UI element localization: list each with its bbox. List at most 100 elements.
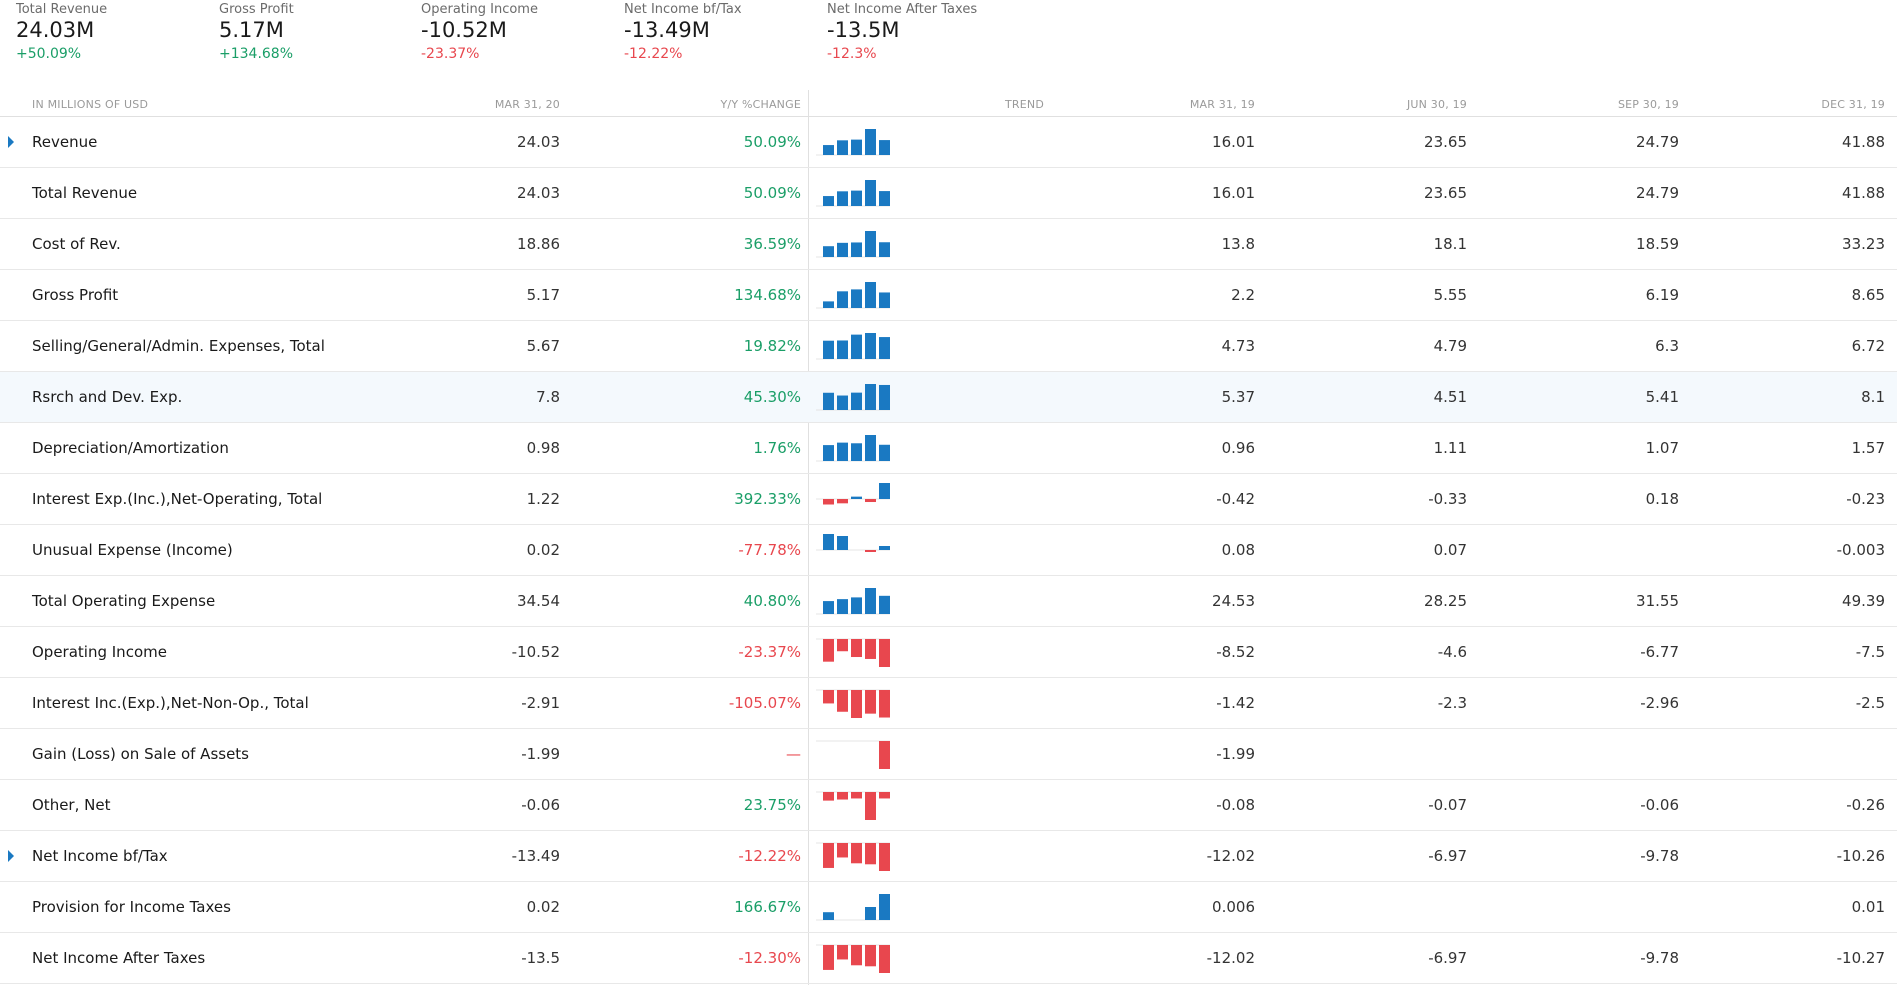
period-2-value: 28.25: [1424, 592, 1467, 610]
kpi-change: -12.3%: [827, 46, 877, 62]
table-row[interactable]: Total Revenue 24.03 50.09% 16.01 23.65 24.79 4…: [0, 168, 1897, 219]
period-1-value: 0.006: [1212, 898, 1255, 916]
period-1-header[interactable]: MAR 31, 19: [1189, 98, 1255, 111]
period-1-value: -0.42: [1216, 490, 1255, 508]
row-label: Other, Net: [32, 796, 111, 814]
sparkline-bar: [837, 242, 848, 257]
period-3-value: 24.79: [1636, 184, 1679, 202]
current-value: 0.02: [526, 541, 560, 559]
sparkline-bar: [865, 435, 876, 461]
sparkline-bar: [837, 140, 848, 155]
current-value: 24.03: [517, 184, 560, 202]
trend-divider: [808, 90, 809, 985]
current-value: 24.03: [517, 133, 560, 151]
period-4-value: -0.26: [1846, 796, 1885, 814]
trend-sparkline: [816, 180, 890, 207]
sparkline-bar: [865, 792, 876, 820]
table-row[interactable]: Net Income After Taxes -13.5 -12.30% -12.02…: [0, 933, 1897, 984]
sparkline-bar: [837, 690, 848, 712]
trend-sparkline: [816, 740, 890, 769]
current-value: 5.67: [526, 337, 560, 355]
table-header: IN MILLIONS OF USD MAR 31, 20 Y/Y %CHANG…: [0, 90, 1897, 117]
table-row[interactable]: Provision for Income Taxes 0.02 166.67% 0.0…: [0, 882, 1897, 933]
period-3-header[interactable]: SEP 30, 19: [1617, 98, 1679, 111]
kpi-label: Total Revenue: [16, 2, 108, 17]
table-row[interactable]: Gross Profit 5.17 134.68% 2.2 5.55 6.19 8.65: [0, 270, 1897, 321]
period-1-value: 24.53: [1212, 592, 1255, 610]
row-label: Provision for Income Taxes: [32, 898, 231, 916]
sparkline-bar: [851, 334, 862, 359]
period-3-value: -9.78: [1640, 949, 1679, 967]
period-3-value: -2.96: [1640, 694, 1679, 712]
sparkline-bar: [837, 191, 848, 206]
sparkline-bar: [865, 550, 876, 552]
table-row[interactable]: Interest Inc.(Exp.),Net-Non-Op., Total -2…: [0, 678, 1897, 729]
yoy-change-header[interactable]: Y/Y %CHANGE: [720, 98, 801, 111]
kpi-4[interactable]: Net Income After Taxes -13.5M -12.3%: [827, 2, 977, 65]
yoy-change: 1.76%: [753, 439, 801, 457]
expand-chevron-icon[interactable]: [8, 850, 14, 862]
table-row[interactable]: Rsrch and Dev. Exp. 7.8 45.30% 5.37 4.51 5.41…: [0, 372, 1897, 423]
sparkline-bar: [879, 595, 890, 614]
period-4-value: -2.5: [1855, 694, 1885, 712]
kpi-label: Gross Profit: [219, 2, 294, 17]
table-row[interactable]: Interest Exp.(Inc.),Net-Operating, Total…: [0, 474, 1897, 525]
sparkline-bar: [865, 945, 876, 967]
yoy-change: 40.80%: [743, 592, 801, 610]
sparkline-bar: [823, 445, 834, 461]
current-value: -0.06: [521, 796, 560, 814]
sparkline-bar: [851, 139, 862, 155]
period-4-header[interactable]: DEC 31, 19: [1821, 98, 1885, 111]
row-label: Total Revenue: [32, 184, 138, 202]
sparkline-bar: [823, 301, 834, 308]
kpi-1[interactable]: Gross Profit 5.17M +134.68%: [219, 2, 294, 65]
period-3-value: 6.19: [1645, 286, 1679, 304]
kpi-3[interactable]: Net Income bf/Tax -13.49M -12.22%: [624, 2, 742, 65]
sparkline-bar: [879, 292, 890, 308]
sparkline-bar: [865, 180, 876, 206]
period-1-value: -0.08: [1216, 796, 1255, 814]
row-label: Rsrch and Dev. Exp.: [32, 388, 183, 406]
period-1-value: 13.8: [1221, 235, 1255, 253]
period-4-value: 41.88: [1842, 184, 1885, 202]
sparkline-bar: [837, 395, 848, 410]
kpi-label: Net Income After Taxes: [827, 2, 978, 17]
sparkline-bar: [879, 741, 890, 769]
period-1-value: 16.01: [1212, 184, 1255, 202]
expand-chevron-icon[interactable]: [8, 136, 14, 148]
units-header: IN MILLIONS OF USD: [32, 98, 149, 111]
table-row[interactable]: Depreciation/Amortization 0.98 1.76% 0.96 1.…: [0, 423, 1897, 474]
sparkline-bar: [837, 536, 848, 550]
current-value: -13.49: [511, 847, 560, 865]
kpi-change: +134.68%: [219, 46, 294, 62]
table-body: Revenue 24.03 50.09% 16.01 23.65 24.79 41.88 To…: [0, 117, 1897, 984]
sparkline-bar: [865, 333, 876, 359]
sparkline-bar: [851, 190, 862, 206]
table-row[interactable]: Net Income bf/Tax -13.49 -12.22% -12.02 -6.9…: [0, 831, 1897, 882]
sparkline-bar: [823, 945, 834, 970]
period-3-value: 31.55: [1636, 592, 1679, 610]
kpi-label: Net Income bf/Tax: [624, 2, 742, 17]
table-row[interactable]: Revenue 24.03 50.09% 16.01 23.65 24.79 41.88: [0, 117, 1897, 168]
table-row[interactable]: Operating Income -10.52 -23.37% -8.52 -4.6 -6…: [0, 627, 1897, 678]
period-4-value: -0.23: [1846, 490, 1885, 508]
sparkline-bar: [879, 483, 890, 499]
current-value: -10.52: [511, 643, 560, 661]
table-row[interactable]: Unusual Expense (Income) 0.02 -77.78% 0.08 0…: [0, 525, 1897, 576]
table-row[interactable]: Other, Net -0.06 23.75% -0.08 -0.07 -0.06 -0.2…: [0, 780, 1897, 831]
table-row[interactable]: Cost of Rev. 18.86 36.59% 13.8 18.1 18.59 33.2…: [0, 219, 1897, 270]
kpi-0[interactable]: Total Revenue 24.03M +50.09%: [16, 2, 107, 65]
period-2-header[interactable]: JUN 30, 19: [1406, 98, 1467, 111]
yoy-change: -23.37%: [738, 643, 801, 661]
table-row[interactable]: Total Operating Expense 34.54 40.80% 24.53 2…: [0, 576, 1897, 627]
row-label: Gross Profit: [32, 286, 119, 304]
table-row[interactable]: Gain (Loss) on Sale of Assets -1.99 — -1.99: [0, 729, 1897, 780]
trend-sparkline: [816, 588, 890, 615]
yoy-change: 50.09%: [743, 184, 801, 202]
trend-sparkline: [816, 638, 890, 667]
current-period-header[interactable]: MAR 31, 20: [494, 98, 560, 111]
kpi-2[interactable]: Operating Income -10.52M -23.37%: [421, 2, 538, 65]
sparkline-bar: [865, 231, 876, 257]
table-row[interactable]: Selling/General/Admin. Expenses, Total 5.…: [0, 321, 1897, 372]
sparkline-bar: [865, 907, 876, 920]
